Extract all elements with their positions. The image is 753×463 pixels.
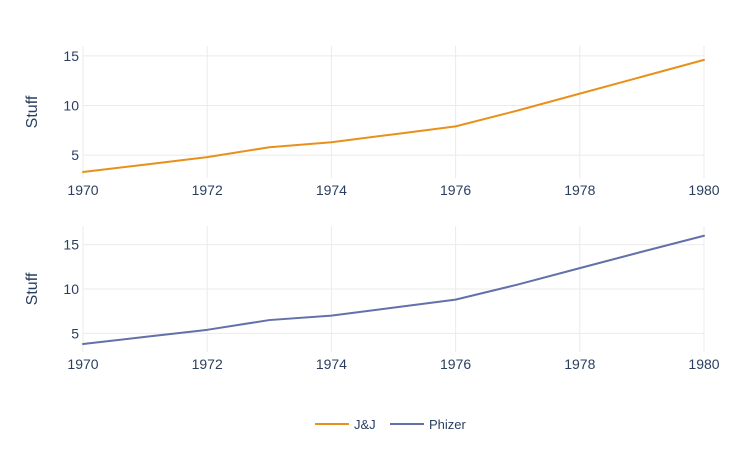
legend-item[interactable]: Phizer: [390, 417, 467, 432]
y-tick-label: 10: [63, 281, 79, 297]
y-tick-label: 10: [63, 98, 79, 114]
x-tick-label: 1974: [316, 356, 347, 372]
x-tick-label: 1976: [440, 356, 471, 372]
y-axis-title: Stuff: [24, 95, 41, 128]
y-tick-label: 5: [71, 147, 79, 163]
y-tick-label: 15: [63, 48, 79, 64]
x-tick-label: 1970: [67, 182, 98, 198]
y-axis-title: Stuff: [24, 272, 41, 305]
series-line-1[interactable]: [82, 58, 705, 174]
subplot-2: 1970 1972 1974 1976 1978 1980 5 10 15 Stuff: [24, 226, 720, 372]
x-tick-label: 1978: [564, 182, 595, 198]
x-tick-label: 1974: [316, 182, 347, 198]
x-tick-label: 1972: [192, 356, 223, 372]
x-tick-label: 1976: [440, 182, 471, 198]
x-tick-label: 1980: [688, 182, 719, 198]
x-tick-label: 1980: [688, 356, 719, 372]
series-line-2[interactable]: [82, 234, 705, 346]
x-tick-label: 1970: [67, 356, 98, 372]
legend[interactable]: J&J Phizer: [315, 417, 467, 432]
legend-item[interactable]: J&J: [315, 417, 376, 432]
legend-label: Phizer: [429, 417, 467, 432]
legend-label: J&J: [354, 417, 376, 432]
y-tick-label: 5: [71, 325, 79, 341]
y-tick-label: 15: [63, 237, 79, 253]
x-tick-label: 1972: [192, 182, 223, 198]
x-tick-label: 1978: [564, 356, 595, 372]
subplot-1: 1970 1972 1974 1976 1978 1980 5 10 15 Stuff: [24, 46, 720, 198]
